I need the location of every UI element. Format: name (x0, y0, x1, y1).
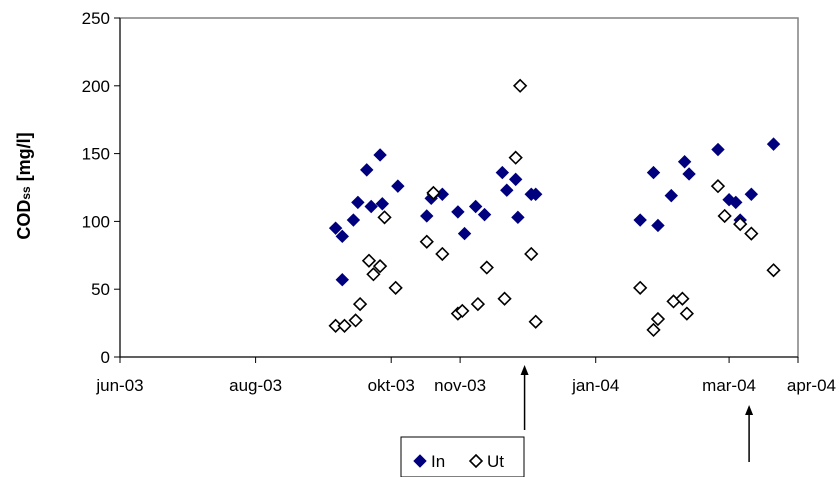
data-point-ut (470, 296, 486, 312)
data-point-in (651, 218, 665, 233)
x-tick-label: jun-03 (95, 376, 143, 395)
plot-border (119, 17, 799, 358)
legend: In Ut (400, 436, 525, 477)
y-axis-title-unit: [mg/l] (14, 132, 34, 186)
data-point-in (391, 179, 405, 193)
data-point-in (477, 207, 492, 222)
data-point-ut (633, 280, 648, 295)
data-point-in (346, 213, 361, 227)
y-tick-label: 50 (91, 280, 110, 299)
series-in (328, 137, 781, 287)
data-point-in (744, 187, 759, 201)
data-point-in (351, 195, 365, 210)
data-point-in (373, 148, 387, 162)
data-point-ut (646, 322, 661, 338)
data-point-in (646, 165, 661, 180)
data-point-in (682, 167, 696, 181)
data-point-in (451, 205, 465, 219)
y-axis-title-sub: ss (19, 186, 33, 200)
x-tick-label: okt-03 (368, 376, 415, 395)
data-point-ut (426, 185, 441, 201)
data-point-in (664, 188, 678, 203)
data-point-ut (348, 313, 363, 328)
data-point-in (633, 213, 647, 227)
legend-label-ut: Ut (487, 452, 504, 471)
data-point-in (328, 221, 343, 235)
data-point-in (508, 172, 523, 187)
data-point-ut (650, 311, 666, 327)
data-point-ut (337, 318, 352, 333)
data-point-in (677, 155, 692, 169)
x-tick-label: mar-04 (702, 376, 756, 395)
y-tick-label: 250 (82, 9, 110, 28)
data-point-ut (497, 291, 512, 306)
data-point-ut (744, 226, 759, 241)
data-point-ut (675, 291, 690, 306)
data-point-in (457, 226, 472, 241)
series-ut (328, 78, 781, 338)
arrow-head (745, 405, 754, 415)
data-point-ut (388, 280, 403, 295)
data-point-in (729, 195, 743, 210)
data-point-ut (512, 78, 528, 93)
data-point-ut (419, 234, 434, 249)
data-point-ut (435, 246, 450, 262)
x-tick-label: nov-03 (434, 376, 486, 395)
data-point-in (420, 209, 434, 223)
arrow-head (520, 365, 529, 375)
data-point-in (495, 165, 510, 180)
x-tick-label: aug-03 (229, 376, 282, 395)
data-point-in (468, 199, 483, 214)
data-point-in (375, 197, 390, 211)
data-point-in (364, 199, 378, 214)
legend-marker-in (413, 454, 427, 468)
y-tick-label: 100 (82, 212, 110, 231)
data-point-ut (766, 263, 781, 278)
data-point-ut (352, 296, 368, 312)
data-point-in (528, 187, 543, 201)
x-axis: jun-03 aug-03 okt-03 nov-03 jan-04 mar-04 apr-… (95, 356, 836, 395)
y-tick-label: 150 (82, 145, 110, 164)
x-tick-label: apr-04 (787, 376, 836, 395)
y-tick-label: 0 (101, 348, 110, 367)
data-point-ut (679, 306, 694, 321)
annotation-arrow (520, 365, 529, 430)
data-point-in (335, 273, 350, 287)
data-point-ut (733, 216, 748, 232)
y-tick-label: 200 (82, 77, 110, 96)
annotation-arrows (520, 365, 754, 462)
data-point-ut (361, 253, 377, 268)
data-point-ut (524, 246, 539, 262)
data-point-in (766, 137, 781, 151)
data-point-in (511, 210, 525, 225)
data-points (328, 78, 781, 338)
data-point-ut (508, 150, 523, 165)
data-point-ut (377, 210, 392, 225)
data-point-ut (528, 314, 543, 329)
annotation-arrow (745, 405, 754, 462)
y-axis: 0 50 100 150 200 250 (82, 9, 121, 367)
plot-area (119, 17, 799, 358)
legend-marker-ut (468, 453, 484, 469)
data-point-ut (710, 179, 726, 194)
data-point-in (360, 163, 374, 177)
data-point-ut (372, 259, 388, 274)
data-point-in (335, 229, 350, 244)
y-axis-title-main: COD (14, 200, 34, 240)
legend-label-in: In (431, 452, 445, 471)
data-point-ut (717, 208, 732, 224)
data-point-ut (479, 260, 494, 275)
data-point-in (500, 183, 514, 197)
x-tick-label: jan-04 (571, 376, 619, 395)
data-point-ut (455, 303, 470, 319)
y-axis-title: CODss [mg/l] (14, 132, 34, 239)
data-point-in (711, 142, 725, 157)
data-point-ut (366, 267, 381, 282)
